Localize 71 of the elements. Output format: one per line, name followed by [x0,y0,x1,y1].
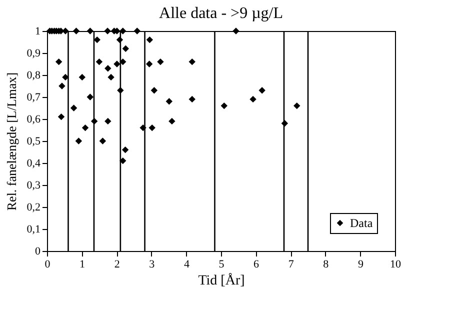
x-axis-title: Tid [År] [198,272,245,288]
y-axis-title: Rel. fanelængde [L/Lmax] [4,72,19,211]
point [99,138,106,144]
x-tick-label: 9 [358,258,364,270]
x-tick-label: 3 [149,258,156,270]
chart-title: Alle data - >9 µg/L [159,5,283,22]
point [72,28,80,34]
point [168,118,176,125]
x-tick-label: 5 [218,258,225,270]
y-tick-label: 0,2 [26,202,40,214]
y-tick-label: 0,6 [26,114,41,126]
point [114,60,120,68]
point [94,36,100,44]
x-tick-label: 4 [184,258,190,270]
point [78,74,86,81]
point [70,104,78,112]
point [86,28,94,34]
point [281,120,288,127]
x-tick-label: 1 [80,258,86,270]
x-tick-label: 2 [114,258,120,270]
y-tick-label: 0,8 [26,70,41,82]
point [122,45,129,52]
point [188,58,196,66]
y-tick-label: 0,4 [26,158,41,170]
x-tick-label: 6 [254,258,260,270]
point [232,28,240,34]
point [86,94,94,100]
point [104,118,112,125]
y-tick-label: 0,1 [26,224,40,236]
point [150,87,158,94]
point [82,124,89,132]
point [120,157,126,164]
x-tick-label: 7 [288,258,294,270]
y-tick-label: 1 [35,26,40,38]
point [146,60,153,68]
point [122,146,129,154]
point [104,65,112,72]
point [104,28,111,34]
x-tick-label: 0 [44,258,51,270]
point [90,118,98,125]
point [294,102,300,110]
y-tick-label: 0,9 [26,48,41,60]
y-tick-label: 0 [35,246,41,258]
point [258,87,266,94]
point [188,96,196,103]
point [166,98,172,105]
point [96,58,103,66]
point [120,58,126,66]
point [117,87,124,94]
y-tick-label: 0,7 [26,92,41,104]
point [62,74,69,81]
x-tick-label: 8 [323,258,330,270]
y-tick-label: 0,5 [26,136,41,148]
point [58,113,65,120]
point [62,28,69,34]
point [146,36,154,44]
legend-label: Data [350,216,374,230]
point [120,28,126,34]
point [55,58,62,66]
point [140,124,146,132]
point [75,138,82,144]
point [148,124,156,132]
point [220,102,228,110]
point [134,28,140,34]
y-tick-label: 0,3 [26,180,41,192]
point [157,58,164,66]
point [108,74,114,81]
point [250,96,256,103]
point [58,82,66,90]
x-tick-label: 10 [390,258,402,270]
point [116,36,124,44]
